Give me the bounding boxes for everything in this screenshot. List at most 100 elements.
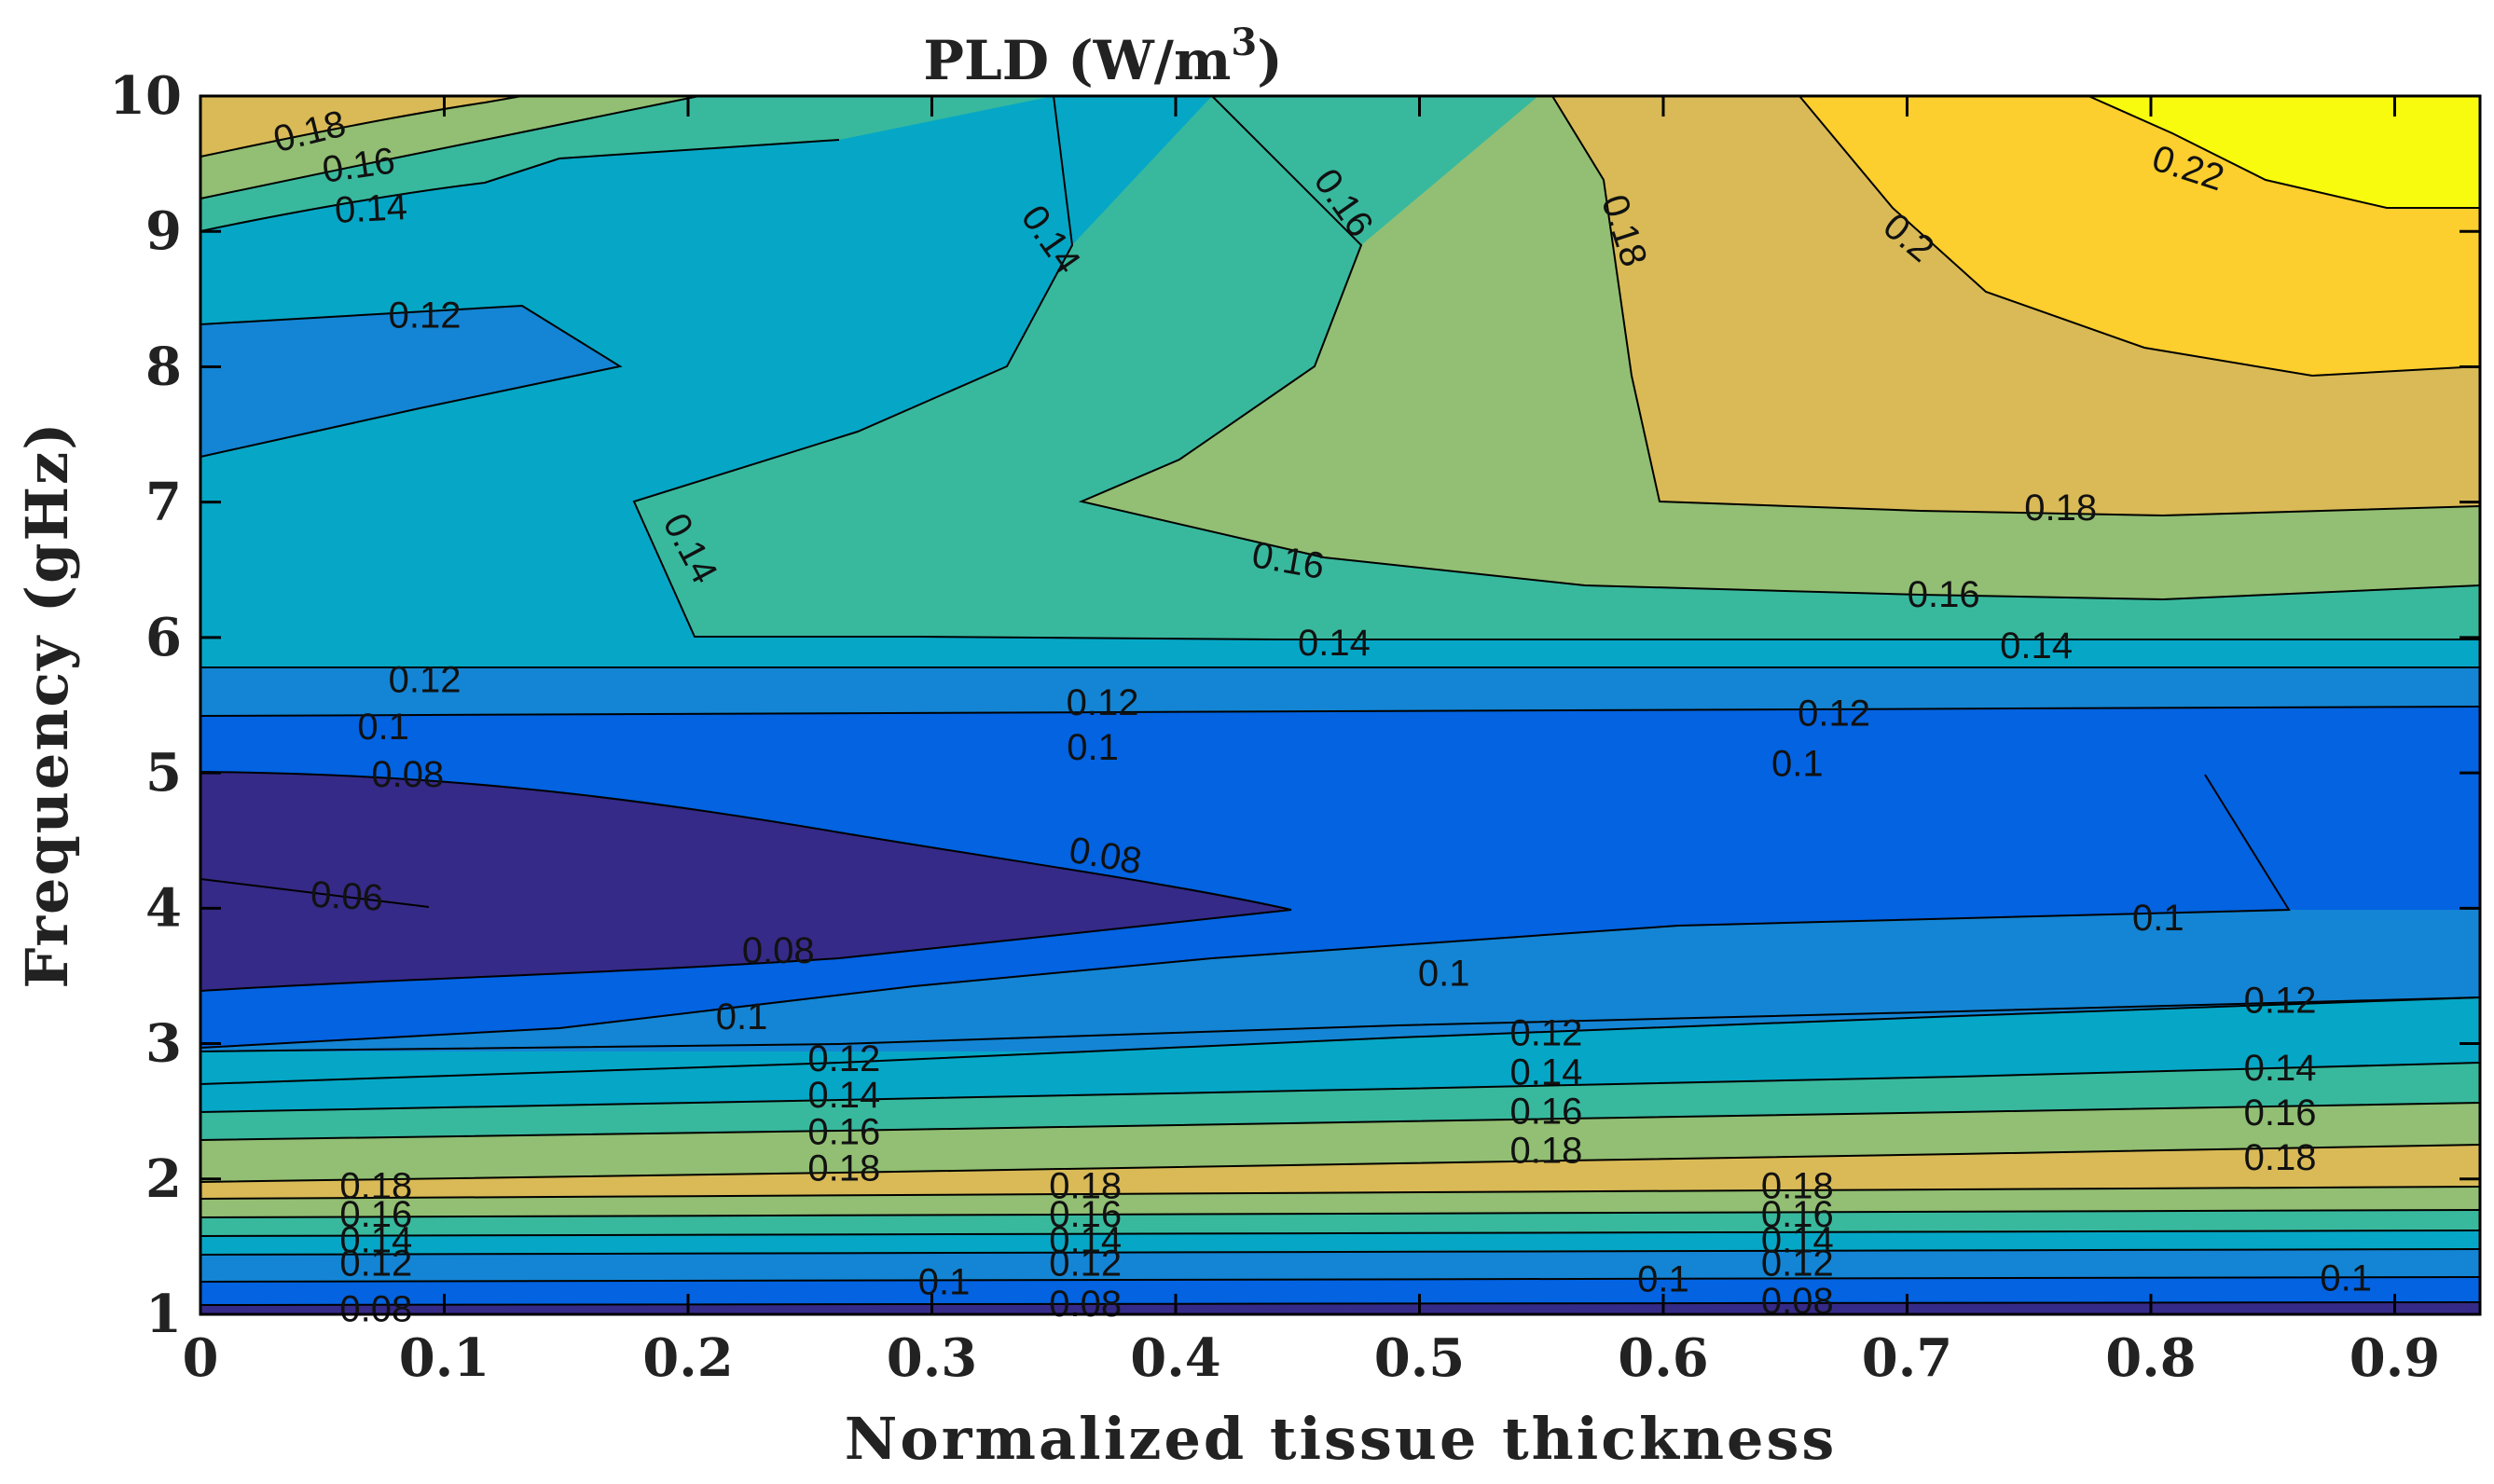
contour-line — [200, 1276, 2480, 1283]
contour-line — [1551, 96, 2480, 517]
x-tick-label: 0.5 — [1374, 1327, 1465, 1389]
contour-label: 0.16 — [1761, 1194, 1834, 1235]
contour-label: 0.14 — [1298, 623, 1371, 664]
contour-line — [200, 1248, 2480, 1256]
contour-label: 0.1 — [2132, 898, 2184, 939]
contour-label: 0.16 — [1510, 1092, 1583, 1133]
contour-label: 0.14 — [2000, 625, 2073, 666]
contour-line — [632, 96, 2480, 640]
contour-label: 0.12 — [389, 295, 462, 337]
contour-label: 0.18 — [2024, 488, 2097, 529]
y-tick-label: 2 — [145, 1148, 182, 1210]
x-tick-label: 0.3 — [887, 1327, 977, 1389]
y-tick-label: 10 — [109, 65, 182, 127]
contour-line — [200, 774, 2291, 1049]
x-tick-label: 0.9 — [2349, 1327, 2440, 1389]
contour-label: 0.08 — [371, 754, 444, 795]
contour-label: 0.14 — [807, 1075, 880, 1116]
contour-line — [1078, 96, 2480, 601]
contour-label: 0.14 — [1049, 1220, 1122, 1261]
contour-label: 0.12 — [2244, 981, 2317, 1022]
contour-label: 0.06 — [310, 874, 384, 919]
contour-lines — [200, 96, 2480, 1306]
contour-label: 0.16 — [339, 1194, 412, 1235]
contour-labels: 0.180.160.140.120.14 0.16 0.18 0.20.220.14 0… — [269, 103, 2372, 1330]
x-tick-label: 0.1 — [399, 1327, 489, 1389]
x-tick-label: 0.4 — [1130, 1327, 1220, 1389]
contour-label: 0.16 — [1049, 1194, 1122, 1235]
contour-line — [200, 139, 840, 232]
contour-label: 0.12 — [1761, 1243, 1834, 1284]
band-topleft-018 — [200, 96, 522, 157]
contour-label: 0.14 — [1761, 1220, 1834, 1261]
contour-label: 0.18 — [2244, 1137, 2317, 1178]
contour-label: 0.16 — [320, 140, 397, 190]
y-tick-label: 8 — [145, 336, 182, 397]
contour-label: 0.12 — [389, 659, 462, 700]
contour-label: 0.18 — [339, 1166, 412, 1207]
contour-label: 0.1 — [2320, 1257, 2372, 1298]
contour-fills — [200, 96, 2480, 1314]
contour-line — [1798, 96, 2480, 378]
contour-label: 0.1 — [357, 707, 409, 748]
contour-label: 0.1 — [716, 996, 768, 1037]
contour-label: 0.16 — [2244, 1092, 2317, 1134]
y-tick-label: 9 — [145, 200, 182, 262]
y-axis-label: Frequency (gHz) — [13, 420, 81, 988]
band-mid-006 — [200, 772, 1291, 991]
contour-label: 0.08 — [339, 1289, 412, 1330]
x-axis-label: Normalized tissue thickness — [845, 1405, 1838, 1473]
contour-line — [200, 304, 623, 458]
contour-label: 0.08 — [1049, 1284, 1122, 1325]
y-tick-label: 7 — [145, 472, 182, 533]
contour-line — [200, 996, 2480, 1085]
contour-label: 0.18 — [807, 1148, 880, 1189]
contour-line — [200, 96, 523, 158]
contour-label: 0.12 — [1798, 694, 1870, 735]
contour-label: 0.12 — [339, 1243, 412, 1284]
chart-title-superscript: 3 — [1231, 21, 1257, 64]
contour-label: 0.1 — [1771, 743, 1824, 784]
contour-line — [200, 1102, 2480, 1141]
x-tick-label: 0.2 — [642, 1327, 733, 1389]
y-tick-label: 5 — [145, 742, 182, 804]
contour-label: 0.1 — [1418, 954, 1470, 995]
chart-title-main: PLD (W/m — [923, 29, 1231, 92]
x-tick-label: 0.7 — [1862, 1327, 1952, 1389]
contour-label: 0.1 — [1067, 727, 1119, 768]
contour-line — [200, 706, 2480, 717]
contour-line — [200, 1209, 2480, 1218]
y-tick-label: 3 — [145, 1013, 182, 1075]
contour-line — [200, 771, 1292, 992]
y-tick-label: 4 — [145, 877, 182, 939]
plot-frame — [199, 94, 2482, 1316]
contour-line — [200, 1186, 2480, 1200]
contour-line — [200, 996, 2480, 1052]
contour-label: 0.12 — [1067, 682, 1139, 723]
x-tick-label: 0.8 — [2105, 1327, 2196, 1389]
y-tick-label: 1 — [145, 1284, 182, 1345]
x-tick-label: 0.6 — [1618, 1327, 1708, 1389]
contour-label: 0.1 — [918, 1262, 971, 1303]
contour-line — [200, 1062, 2480, 1113]
x-axis: 0 0.1 0.2 0.3 0.4 0.5 0.6 0.7 0.8 0.9 — [183, 96, 2440, 1389]
contour-label: 0.1 — [1637, 1259, 1689, 1300]
x-tick-label: 0 — [183, 1327, 219, 1389]
contour-line — [200, 1301, 2480, 1306]
contour-label: 0.14 — [1510, 1052, 1583, 1093]
contour-label: 0.16 — [1908, 574, 1980, 615]
y-axis: 1 2 3 4 5 6 7 8 9 10 — [109, 65, 2480, 1345]
contour-label: 0.14 — [339, 1220, 412, 1261]
chart-title: PLD (W/m3) — [923, 21, 1282, 92]
contour-label: 0.12 — [1049, 1243, 1122, 1284]
band-022 — [2088, 96, 2480, 208]
contour-label: 0.18 — [1510, 1131, 1583, 1172]
contour-line — [2088, 96, 2480, 209]
contour-label: 0.18 — [1049, 1166, 1122, 1207]
y-tick-label: 6 — [145, 607, 182, 668]
contour-line — [200, 96, 700, 199]
contour-label: 0.08 — [742, 930, 815, 971]
contour-label: 0.12 — [1510, 1012, 1583, 1053]
contour-label: 0.16 — [807, 1111, 880, 1152]
